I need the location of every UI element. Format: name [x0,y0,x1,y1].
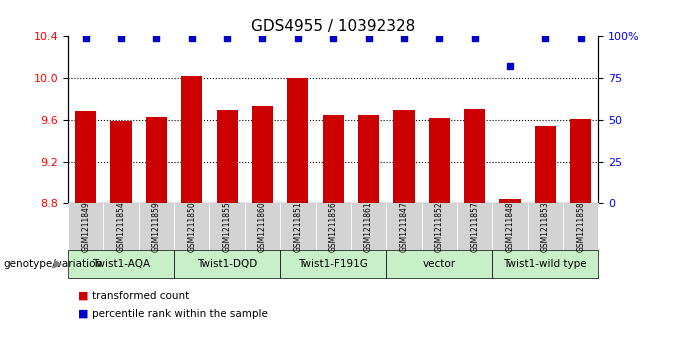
Bar [75,111,97,203]
Text: percentile rank within the sample: percentile rank within the sample [92,309,268,319]
Text: GSM1211847: GSM1211847 [399,201,409,252]
Bar [252,106,273,203]
Bar [358,115,379,203]
Bar [287,78,309,203]
Text: GSM1211852: GSM1211852 [435,201,444,252]
Bar [216,110,238,203]
Text: Twist1-AQA: Twist1-AQA [92,259,150,269]
Bar [181,76,203,203]
Text: GSM1211855: GSM1211855 [222,201,232,252]
Bar [146,117,167,203]
Bar [464,109,486,203]
Text: GSM1211850: GSM1211850 [187,201,197,252]
Text: GSM1211861: GSM1211861 [364,201,373,252]
Text: GSM1211849: GSM1211849 [81,201,90,252]
Text: GSM1211858: GSM1211858 [576,201,585,252]
Text: Twist1-wild type: Twist1-wild type [504,259,587,269]
Text: GSM1211848: GSM1211848 [505,201,515,252]
Text: vector: vector [423,259,456,269]
Bar [110,121,132,203]
Text: ▶: ▶ [54,259,62,269]
Text: GSM1211856: GSM1211856 [328,201,338,252]
Title: GDS4955 / 10392328: GDS4955 / 10392328 [251,19,415,34]
Text: ■: ■ [78,291,88,301]
Text: GSM1211859: GSM1211859 [152,201,161,252]
Bar [428,118,450,203]
Text: GSM1211854: GSM1211854 [116,201,126,252]
Bar [570,119,592,203]
Text: transformed count: transformed count [92,291,189,301]
Text: GSM1211857: GSM1211857 [470,201,479,252]
Text: Twist1-F191G: Twist1-F191G [299,259,368,269]
Bar [322,115,344,203]
Text: Twist1-DQD: Twist1-DQD [197,259,257,269]
Bar [393,110,415,203]
Text: ■: ■ [78,309,88,319]
Text: GSM1211860: GSM1211860 [258,201,267,252]
Text: genotype/variation: genotype/variation [3,259,103,269]
Bar [499,199,521,203]
Bar [534,126,556,203]
Text: GSM1211851: GSM1211851 [293,201,303,252]
Text: GSM1211853: GSM1211853 [541,201,550,252]
